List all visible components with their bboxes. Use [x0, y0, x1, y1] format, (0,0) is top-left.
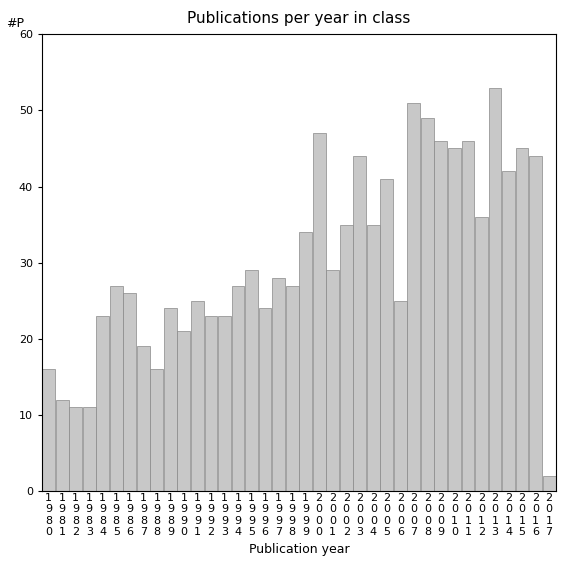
Bar: [164, 308, 177, 491]
Bar: [177, 331, 191, 491]
Bar: [313, 133, 325, 491]
Bar: [326, 270, 339, 491]
Bar: [56, 400, 69, 491]
Bar: [340, 225, 353, 491]
Bar: [191, 301, 204, 491]
Bar: [353, 156, 366, 491]
Bar: [272, 278, 285, 491]
Bar: [245, 270, 258, 491]
X-axis label: Publication year: Publication year: [248, 543, 349, 556]
Bar: [367, 225, 380, 491]
Bar: [259, 308, 272, 491]
Bar: [380, 179, 393, 491]
Bar: [448, 149, 461, 491]
Text: #P: #P: [6, 16, 24, 29]
Bar: [475, 217, 488, 491]
Bar: [218, 316, 231, 491]
Bar: [529, 156, 542, 491]
Bar: [137, 346, 150, 491]
Bar: [515, 149, 528, 491]
Bar: [150, 369, 163, 491]
Bar: [286, 286, 299, 491]
Bar: [110, 286, 122, 491]
Bar: [42, 369, 55, 491]
Bar: [394, 301, 407, 491]
Bar: [205, 316, 217, 491]
Bar: [462, 141, 475, 491]
Bar: [83, 407, 96, 491]
Bar: [124, 293, 136, 491]
Bar: [502, 171, 515, 491]
Bar: [434, 141, 447, 491]
Bar: [489, 87, 501, 491]
Bar: [299, 232, 312, 491]
Bar: [96, 316, 109, 491]
Bar: [69, 407, 82, 491]
Bar: [408, 103, 420, 491]
Bar: [543, 476, 556, 491]
Bar: [231, 286, 244, 491]
Bar: [421, 118, 434, 491]
Title: Publications per year in class: Publications per year in class: [187, 11, 411, 26]
